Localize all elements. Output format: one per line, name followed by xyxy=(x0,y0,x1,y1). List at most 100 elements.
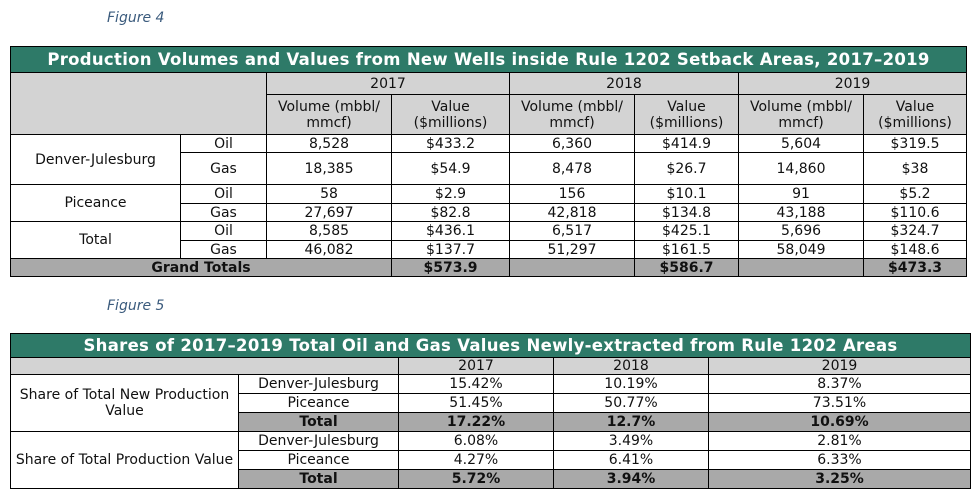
table-cell: $134.8 xyxy=(634,203,739,222)
total-label: Total xyxy=(238,469,399,489)
header-corner xyxy=(10,72,267,135)
table-cell: $54.9 xyxy=(391,152,510,185)
total-cell: 5.72% xyxy=(398,469,554,489)
table-cell: 27,697 xyxy=(266,203,392,222)
table-cell: 8,585 xyxy=(266,221,392,241)
table-cell: $38 xyxy=(862,152,968,185)
table-row: Share of Total New Production Value Denv… xyxy=(10,374,971,432)
product-type: Gas xyxy=(180,203,267,222)
table-cell: 18,385 xyxy=(266,152,392,185)
figure-4-caption: Figure 4 xyxy=(107,10,165,26)
volume-header: Volume (mbbl/ mmcf) xyxy=(266,94,392,135)
table-cell: 91 xyxy=(738,184,864,204)
table-cell: 58,049 xyxy=(738,240,864,259)
basin-label: Total xyxy=(10,221,181,259)
table-title: Shares of 2017–2019 Total Oil and Gas Va… xyxy=(10,333,971,358)
total-label: Total xyxy=(238,412,399,432)
group-label: Share of Total Production Value xyxy=(10,431,239,489)
table-cell: 15.42% xyxy=(398,374,554,394)
product-type: Gas xyxy=(180,240,267,259)
table-cell: 2.81% xyxy=(708,431,971,451)
basin-label: Piceance xyxy=(10,184,181,222)
grand-total-spacer xyxy=(738,258,864,277)
table-cell: $82.8 xyxy=(391,203,510,222)
year-header: 2018 xyxy=(509,72,739,95)
table-cell: 58 xyxy=(266,184,392,204)
basin-label: Denver-Julesburg xyxy=(10,134,181,185)
table-cell: 8,478 xyxy=(509,152,635,185)
table-cell: $110.6 xyxy=(862,203,968,222)
table-cell: 4.27% xyxy=(398,450,554,470)
table-cell: $161.5 xyxy=(634,240,739,259)
total-row: Total 17.22% 12.7% 10.69% xyxy=(11,412,971,432)
value-header: Value ($millions) xyxy=(634,94,739,135)
total-cell: 10.69% xyxy=(708,412,971,432)
total-cell: 17.22% xyxy=(398,412,554,432)
basin-label: Denver-Julesburg xyxy=(238,374,399,394)
figure-5-caption: Figure 5 xyxy=(107,298,165,314)
product-type: Gas xyxy=(180,152,267,185)
basin-label: Denver-Julesburg xyxy=(238,431,399,451)
basin-label: Piceance xyxy=(238,393,399,413)
table-row: Denver-Julesburg Oil 8,528 $433.2 6,360 … xyxy=(10,134,968,185)
table-cell: $148.6 xyxy=(862,240,968,259)
table-cell: 46,082 xyxy=(266,240,392,259)
table-cell: 51,297 xyxy=(509,240,635,259)
total-cell: 12.7% xyxy=(553,412,709,432)
header-corner xyxy=(10,357,399,375)
year-header: 2019 xyxy=(708,357,971,375)
table-cell: 8.37% xyxy=(708,374,971,394)
grand-total-value: $473.3 xyxy=(862,258,968,277)
table-row: Piceance Oil 58 $2.9 156 $10.1 91 $5.2 xyxy=(10,184,968,222)
grand-totals-row: Grand Totals $573.9 $586.7 $473.3 xyxy=(10,258,968,277)
table-cell: 50.77% xyxy=(553,393,709,413)
volume-header: Volume (mbbl/ mmcf) xyxy=(738,94,864,135)
table-cell: 5,696 xyxy=(738,221,864,241)
table-cell: 73.51% xyxy=(708,393,971,413)
year-header: 2018 xyxy=(553,357,709,375)
table-cell: $10.1 xyxy=(634,184,739,204)
group-label: Share of Total New Production Value xyxy=(10,374,239,432)
volume-header: Volume (mbbl/ mmcf) xyxy=(509,94,635,135)
table-cell: $26.7 xyxy=(634,152,739,185)
value-header: Value ($millions) xyxy=(391,94,510,135)
year-header: 2019 xyxy=(737,72,968,95)
table-cell: $425.1 xyxy=(634,221,739,241)
shares-table: Shares of 2017–2019 Total Oil and Gas Va… xyxy=(10,333,971,489)
table-row: Total Oil 8,585 $436.1 6,517 $425.1 5,69… xyxy=(10,221,968,259)
table-row: Share of Total Production Value Denver-J… xyxy=(10,431,971,489)
table-cell: 5,604 xyxy=(738,134,864,153)
table-cell: 6.33% xyxy=(708,450,971,470)
table-row: Gas 27,697 $82.8 42,818 $134.8 43,188 $1… xyxy=(11,203,968,222)
value-header: Value ($millions) xyxy=(862,94,968,135)
total-cell: 3.94% xyxy=(553,469,709,489)
table-cell: 3.49% xyxy=(553,431,709,451)
table-cell: $137.7 xyxy=(391,240,510,259)
table-cell: $436.1 xyxy=(391,221,510,241)
product-type: Oil xyxy=(180,134,267,153)
table-cell: 14,860 xyxy=(738,152,864,185)
table-cell: 8,528 xyxy=(266,134,392,153)
grand-total-spacer xyxy=(509,258,635,277)
table-title: Production Volumes and Values from New W… xyxy=(9,46,968,73)
product-type: Oil xyxy=(180,184,267,204)
table-cell: 43,188 xyxy=(738,203,864,222)
table-cell: 6.41% xyxy=(553,450,709,470)
grand-totals-label: Grand Totals xyxy=(10,258,392,277)
basin-label: Piceance xyxy=(238,450,399,470)
table-cell: 6.08% xyxy=(398,431,554,451)
table-cell: 156 xyxy=(509,184,635,204)
year-header: 2017 xyxy=(398,357,554,375)
total-row: Total 5.72% 3.94% 3.25% xyxy=(11,469,971,489)
grand-total-value: $573.9 xyxy=(391,258,510,277)
table-cell: $414.9 xyxy=(634,134,739,153)
table-cell: $2.9 xyxy=(391,184,510,204)
year-header: 2017 xyxy=(266,72,510,95)
table-cell: $433.2 xyxy=(391,134,510,153)
table-cell: 10.19% xyxy=(553,374,709,394)
table-cell: 6,360 xyxy=(509,134,635,153)
table-cell: 6,517 xyxy=(509,221,635,241)
table-cell: 42,818 xyxy=(509,203,635,222)
table-cell: $319.5 xyxy=(862,134,968,153)
product-type: Oil xyxy=(180,221,267,241)
